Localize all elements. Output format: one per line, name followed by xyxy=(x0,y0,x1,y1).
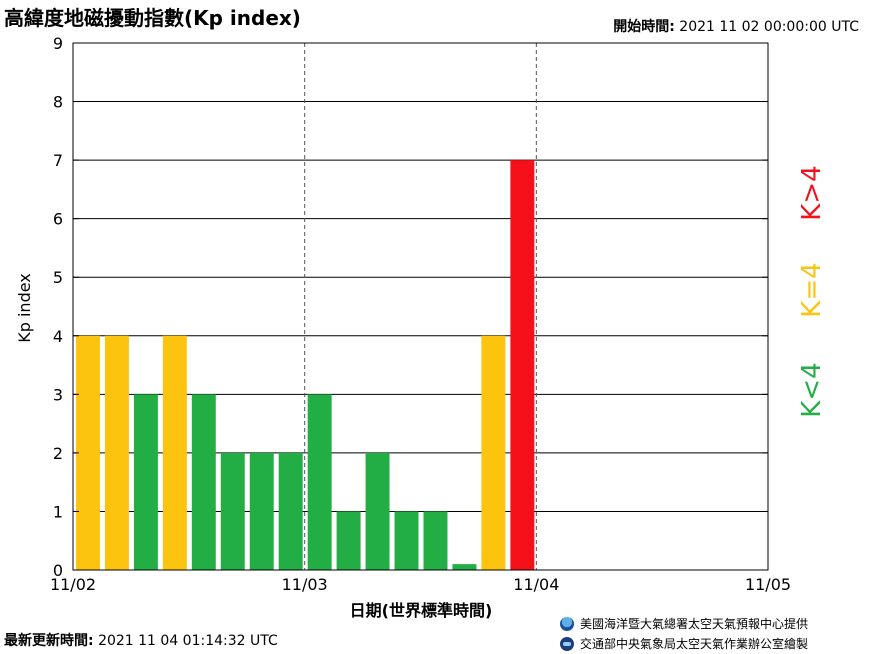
x-tick-label: 11/04 xyxy=(513,575,559,594)
legend-label: K<4 xyxy=(797,362,827,417)
y-tick-label: 0 xyxy=(53,561,63,580)
bar xyxy=(104,335,129,570)
bar xyxy=(394,511,419,570)
y-tick-label: 2 xyxy=(53,444,63,463)
plot-frame xyxy=(72,42,769,571)
x-axis-label: 日期(世界標準時間) xyxy=(350,601,493,620)
bar xyxy=(307,394,332,570)
start-time: 開始時間: 2021 11 02 00:00:00 UTC xyxy=(613,16,859,36)
bar xyxy=(133,394,158,570)
legend-label: K=4 xyxy=(797,262,827,317)
y-axis-label: Kp index xyxy=(15,273,34,343)
bar xyxy=(191,394,216,570)
bar xyxy=(162,335,187,570)
start-time-label: 開始時間: xyxy=(613,19,675,35)
y-tick-label: 3 xyxy=(53,385,63,404)
update-time: 最新更新時間: 2021 11 04 01:14:32 UTC xyxy=(4,630,278,650)
credit-noaa-text: 美國海洋暨大氣總署太空天氣預報中心提供 xyxy=(580,617,809,631)
credits: 美國海洋暨大氣總署太空天氣預報中心提供 交通部中央氣象局太空天氣作業辦公室繪製 xyxy=(560,614,808,654)
y-tick-label: 7 xyxy=(53,151,63,170)
y-tick-label: 6 xyxy=(53,210,63,229)
bar xyxy=(510,160,535,570)
bar xyxy=(365,452,390,570)
bar xyxy=(278,452,303,570)
start-time-value: 2021 11 02 00:00:00 UTC xyxy=(679,19,859,35)
credit-cwb: 交通部中央氣象局太空天氣作業辦公室繪製 xyxy=(560,634,808,654)
page-title: 高緯度地磁擾動指數(Kp index) xyxy=(4,6,301,30)
x-tick-label: 11/03 xyxy=(282,575,328,594)
bar xyxy=(452,564,477,570)
y-tick-label: 5 xyxy=(53,268,63,287)
cwb-logo-icon xyxy=(560,637,574,651)
update-time-label: 最新更新時間: xyxy=(4,633,94,649)
bar xyxy=(336,511,361,570)
y-tick-label: 9 xyxy=(53,34,63,53)
bar xyxy=(249,452,274,570)
x-tick-label: 11/02 xyxy=(50,575,96,594)
noaa-logo-icon xyxy=(560,617,574,631)
y-tick-label: 4 xyxy=(53,327,63,346)
bar xyxy=(423,511,448,570)
y-tick-label: 8 xyxy=(53,93,63,112)
x-tick-label: 11/05 xyxy=(745,575,791,594)
credit-cwb-text: 交通部中央氣象局太空天氣作業辦公室繪製 xyxy=(580,637,809,651)
bar xyxy=(481,335,506,570)
legend-label: K>4 xyxy=(797,165,827,220)
y-tick-label: 1 xyxy=(53,502,63,521)
credit-noaa: 美國海洋暨大氣總署太空天氣預報中心提供 xyxy=(560,614,808,634)
update-time-value: 2021 11 04 01:14:32 UTC xyxy=(98,633,278,649)
bar xyxy=(220,452,245,570)
bar xyxy=(76,335,100,570)
